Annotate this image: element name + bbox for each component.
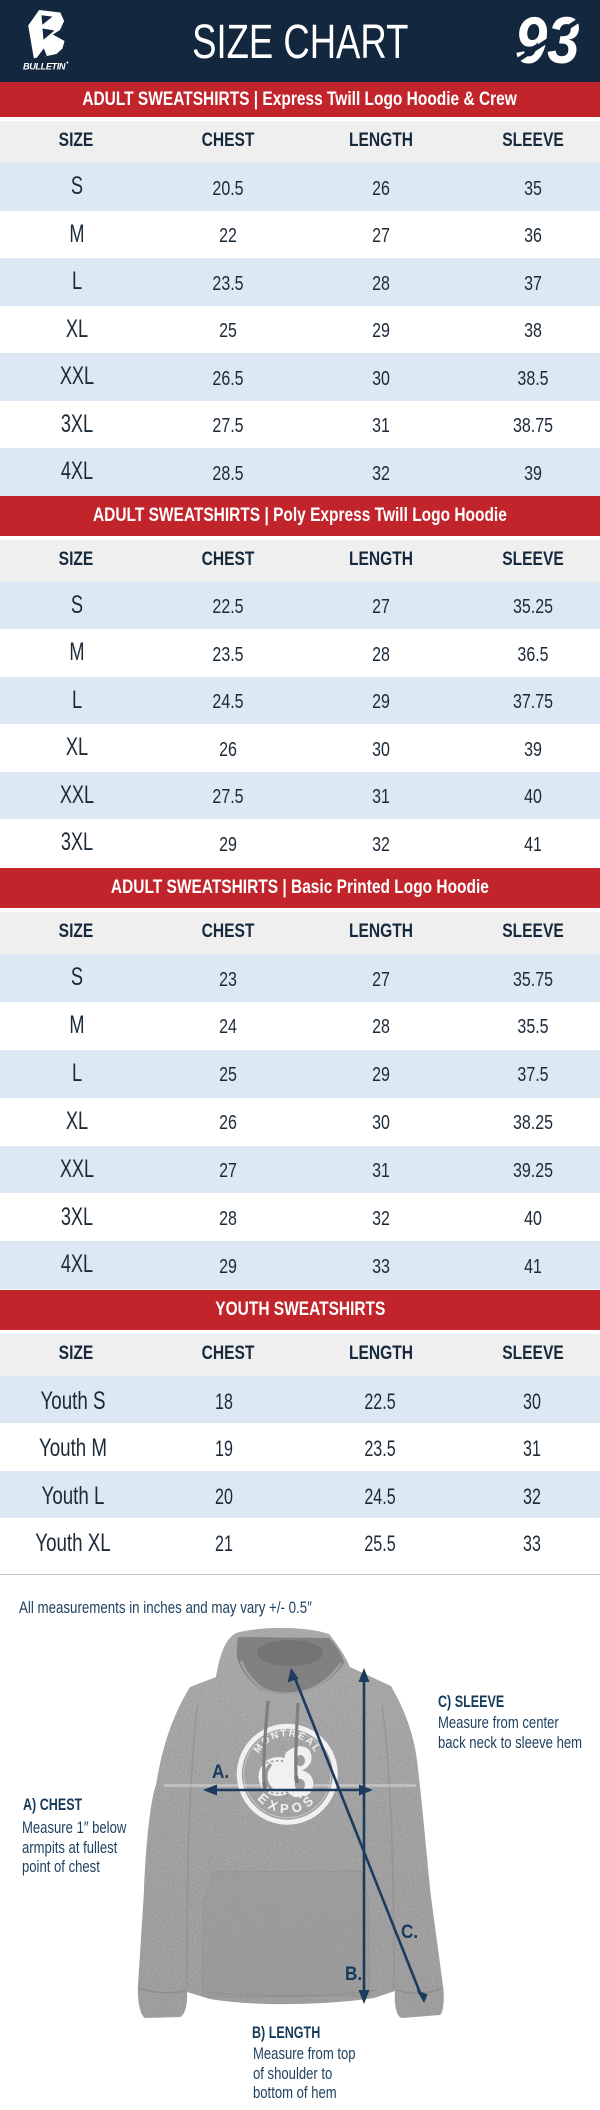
svg-text:BULLETIN: BULLETIN xyxy=(23,62,66,72)
